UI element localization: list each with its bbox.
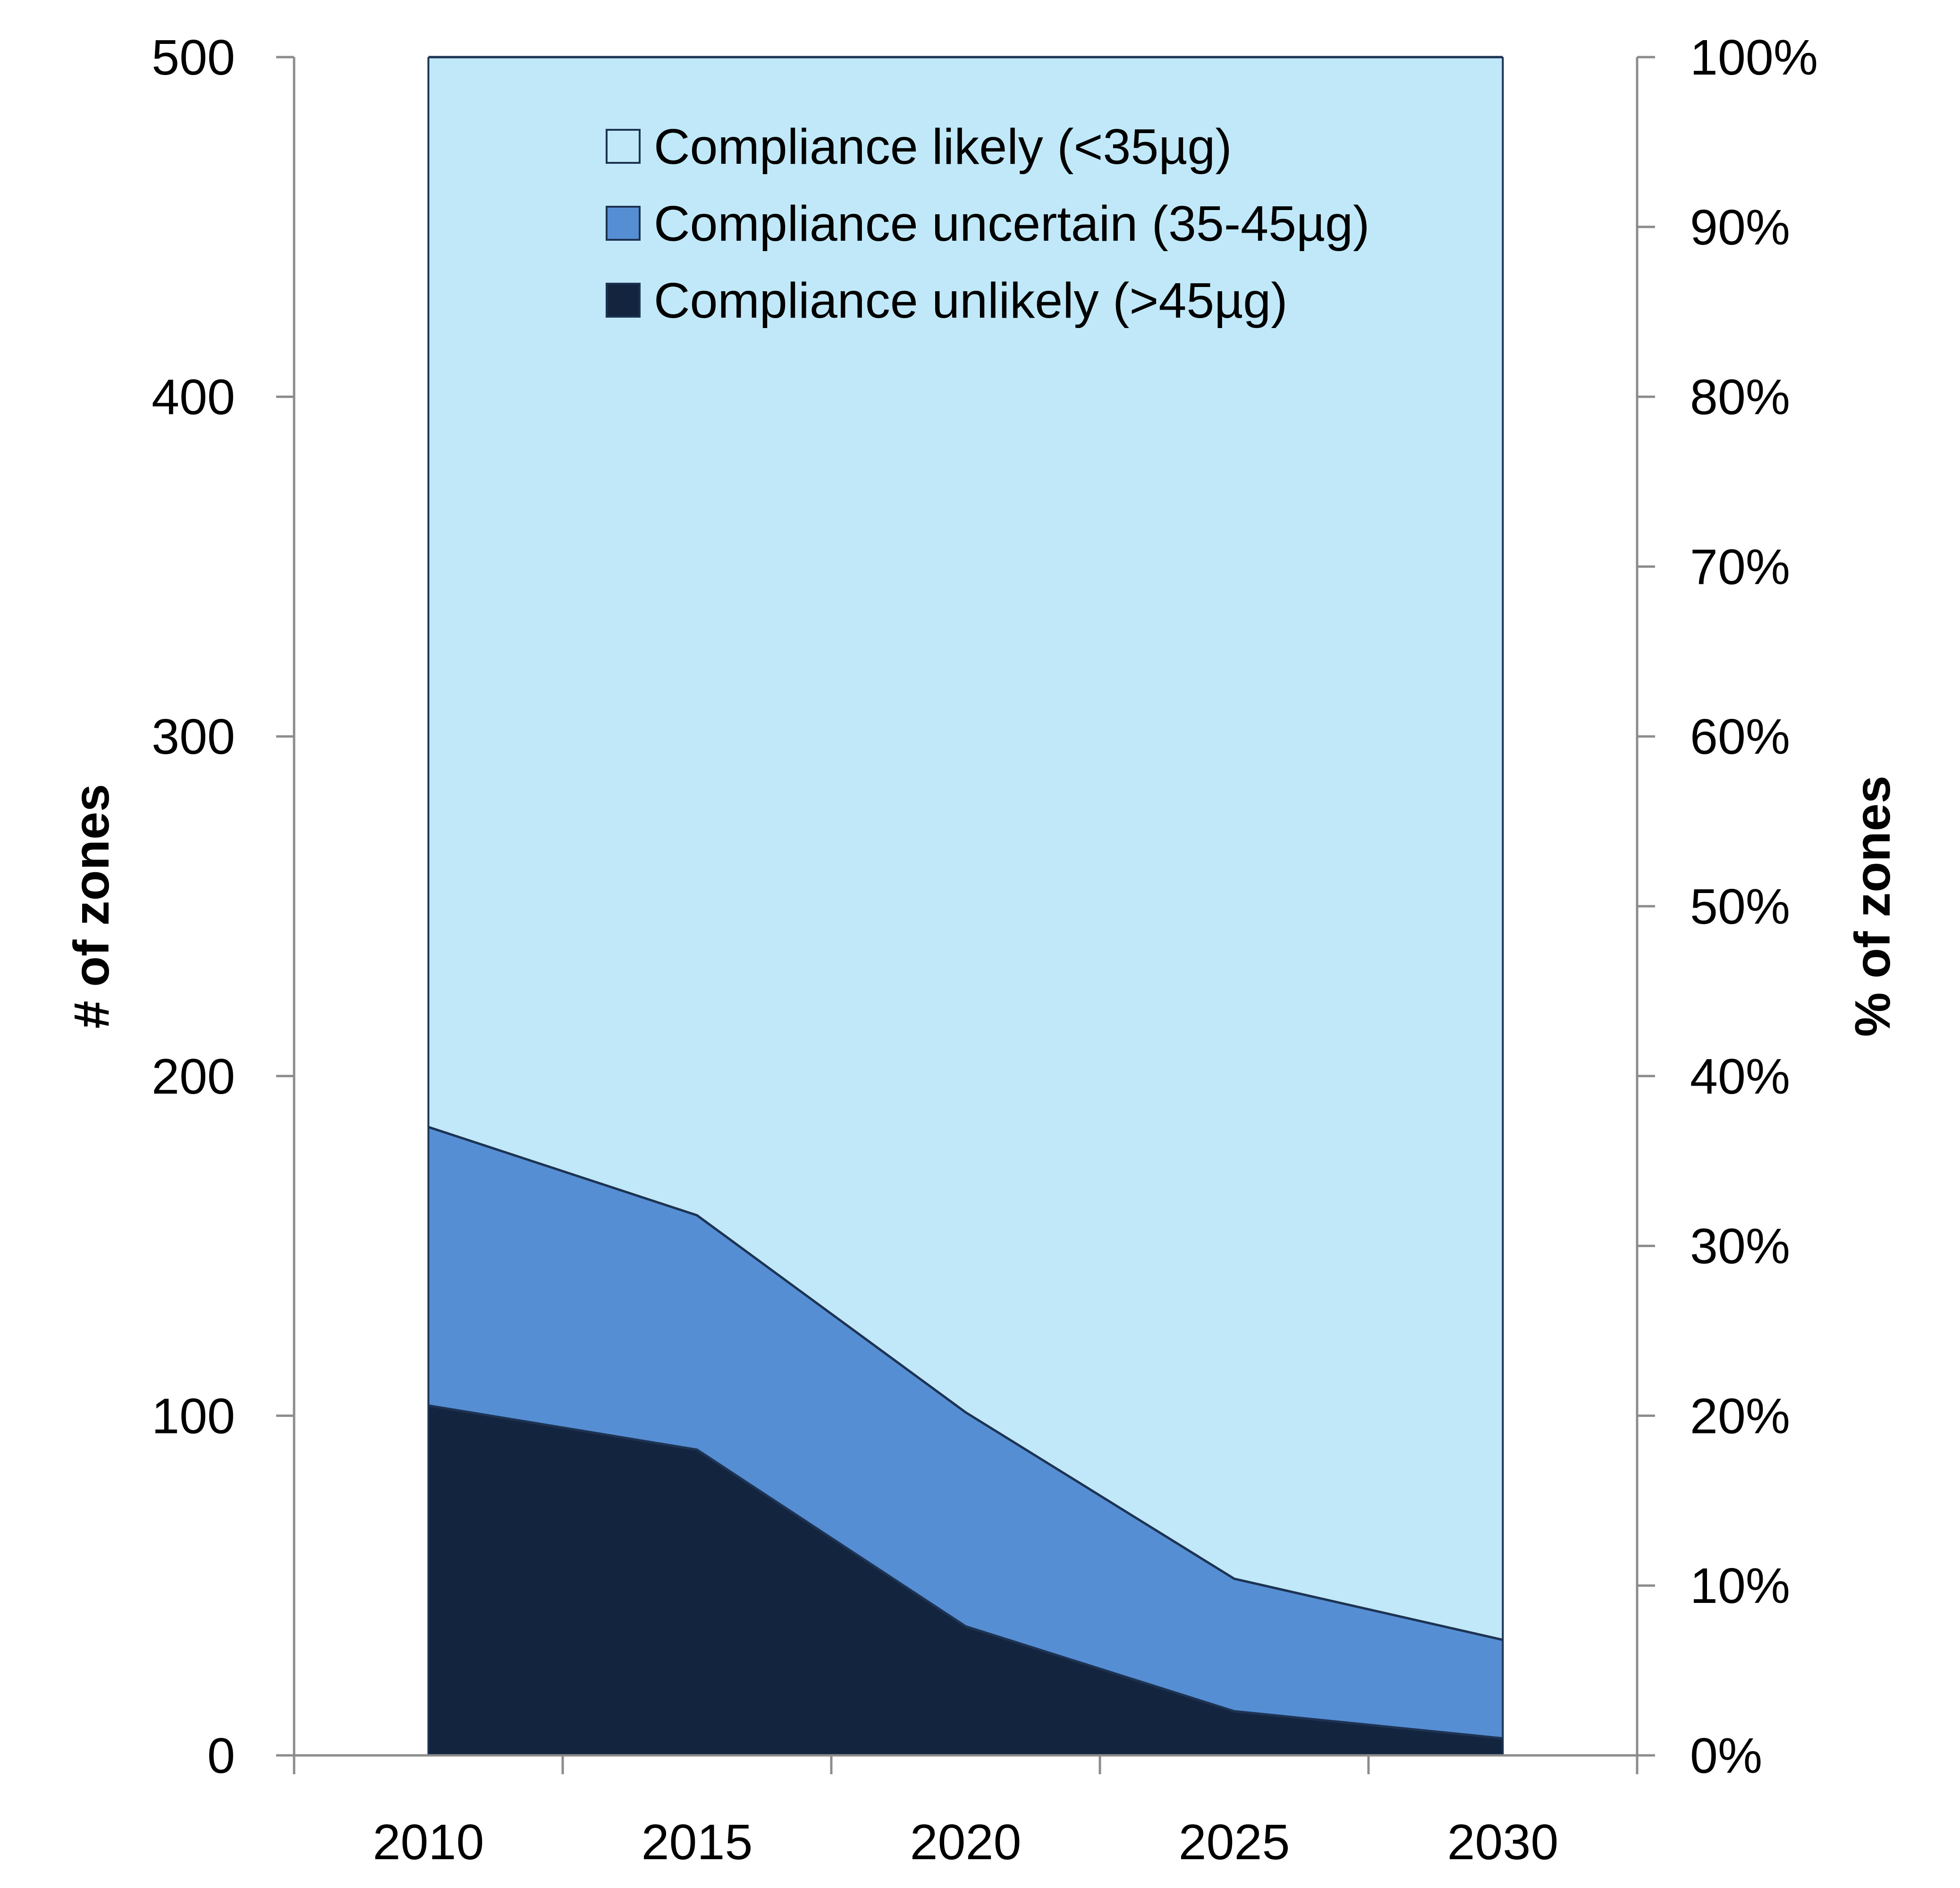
- left-tick-label: 100: [152, 1388, 235, 1444]
- left-tick-label: 500: [152, 30, 235, 85]
- area-outline-compliance-unlikely-45-g: [428, 1404, 1503, 1740]
- area-compliance-likely-35-g: [428, 57, 1503, 1640]
- right-tick-label: 70%: [1690, 539, 1790, 595]
- legend-swatch-compliance-uncertain-35-45-g: [606, 206, 641, 241]
- area-outline-compliance-uncertain-35-45-g: [428, 1126, 1504, 1641]
- legend-label-compliance-likely-35-g: Compliance likely (<35µg): [654, 119, 1232, 175]
- x-tick-label: 2010: [373, 1814, 484, 1870]
- right-axis-title: % of zones: [1845, 775, 1901, 1037]
- right-tick-label: 50%: [1690, 879, 1790, 935]
- left-tick-label: 400: [152, 370, 235, 425]
- right-tick-label: 0%: [1690, 1728, 1762, 1784]
- legend-swatch-compliance-likely-35-g: [606, 129, 641, 164]
- right-tick-label: 30%: [1690, 1219, 1790, 1274]
- legend: Compliance likely (<35µg) Compliance unce…: [606, 119, 1369, 329]
- left-tick-label: 300: [152, 709, 235, 765]
- right-tick-label: 80%: [1690, 370, 1790, 425]
- legend-label-compliance-unlikely-45-g: Compliance unlikely (>45µg): [654, 273, 1288, 329]
- right-tick-label: 60%: [1690, 709, 1790, 765]
- area-compliance-uncertain-35-45-g: [428, 1127, 1503, 1738]
- x-tick-label: 2020: [910, 1814, 1022, 1870]
- right-tick-label: 40%: [1690, 1049, 1790, 1104]
- x-tick-label: 2030: [1447, 1814, 1559, 1870]
- right-tick-label: 10%: [1690, 1558, 1790, 1614]
- plot-area: [427, 56, 1504, 1755]
- legend-swatch-compliance-unlikely-45-g: [606, 283, 641, 318]
- x-tick-label: 2025: [1179, 1814, 1290, 1870]
- x-tick-label: 2015: [642, 1814, 753, 1870]
- legend-label-compliance-uncertain-35-45-g: Compliance uncertain (35-45µg): [654, 196, 1369, 252]
- right-tick-label: 90%: [1690, 200, 1790, 255]
- right-tick-label: 100%: [1690, 30, 1818, 85]
- left-tick-label: 200: [152, 1049, 235, 1104]
- right-tick-label: 20%: [1690, 1388, 1790, 1444]
- axes: 0 100 200 300 400 500 0% 10% 20% 30% 40% 50% 60% 70% 8…: [64, 30, 1901, 1870]
- left-tick-label: 0: [207, 1728, 235, 1784]
- area-compliance-unlikely-45-g: [428, 1405, 1503, 1755]
- left-axis-title: # of zones: [64, 784, 119, 1028]
